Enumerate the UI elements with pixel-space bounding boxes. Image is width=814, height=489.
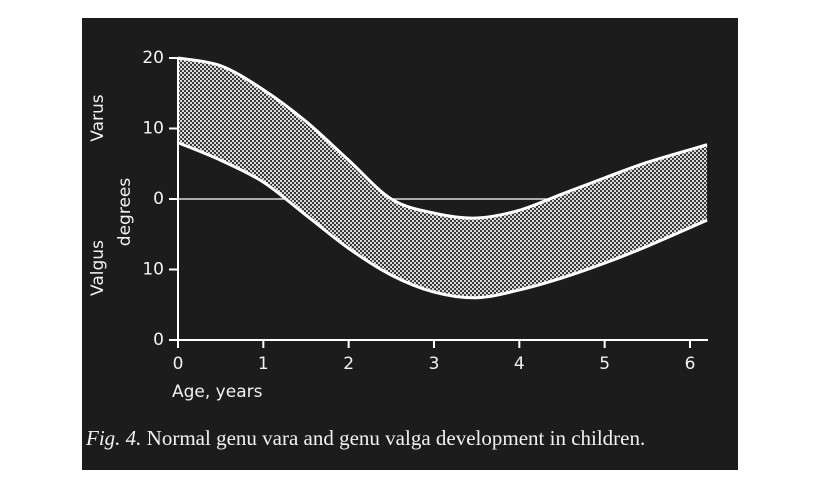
y-tick-label: 0 bbox=[153, 330, 164, 350]
x-label: Age, years bbox=[172, 382, 263, 402]
x-tick-label: 3 bbox=[429, 354, 440, 374]
y-label-lower: Valgus bbox=[88, 240, 108, 296]
caption: Fig. 4. Normal genu vara and genu valga … bbox=[85, 426, 645, 450]
x-tick-label: 2 bbox=[343, 354, 354, 374]
x-tick-label: 4 bbox=[514, 354, 525, 374]
caption-label: Fig. 4. bbox=[85, 426, 141, 450]
y-tick-label: 10 bbox=[142, 119, 164, 139]
x-tick-label: 0 bbox=[173, 354, 184, 374]
caption-text: Normal genu vara and genu valga developm… bbox=[147, 426, 646, 450]
y-label: degrees bbox=[115, 178, 135, 247]
y-label-upper: Varus bbox=[88, 94, 108, 141]
band-boundary bbox=[177, 141, 708, 300]
y-tick-label: 0 bbox=[153, 189, 164, 209]
y-tick-label: 20 bbox=[142, 48, 164, 68]
y-tick-label: 10 bbox=[142, 260, 164, 280]
band-area bbox=[178, 58, 708, 298]
x-tick-label: 5 bbox=[599, 354, 610, 374]
band-boundary bbox=[177, 56, 708, 220]
x-tick-label: 1 bbox=[258, 354, 269, 374]
x-tick-label: 6 bbox=[685, 354, 696, 374]
